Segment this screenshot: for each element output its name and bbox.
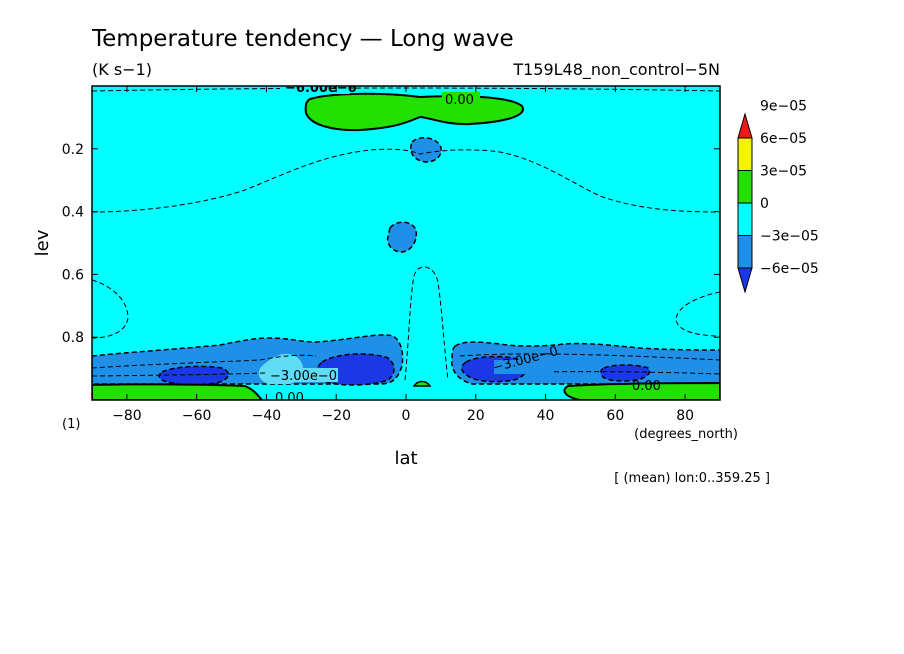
y-tick-label: 0.4: [62, 205, 84, 221]
y-axis-units: (1): [62, 417, 80, 432]
x-tick-label: 40: [537, 408, 555, 424]
colorbar-arrow-high: [737, 112, 753, 139]
contour-lines: [92, 87, 720, 381]
colorbar-arrow-low: [737, 267, 753, 294]
positive-surface-equator: [412, 380, 432, 387]
colorbar-segment: [737, 170, 753, 204]
positive-surface-north: [563, 381, 720, 400]
strong-negative-core-sw: [158, 365, 229, 386]
x-tick-label: −40: [252, 408, 282, 424]
negative-patch-upper: [410, 137, 442, 163]
y-axis-label: lev: [32, 229, 53, 256]
chart-title: Temperature tendency — Long wave: [91, 26, 514, 52]
strong-negative-core-ne: [600, 364, 651, 382]
averaging-note: [ (mean) lon:0..359.25 ]: [614, 471, 770, 486]
y-tick-label: 0.8: [62, 330, 84, 346]
colorbar-label: −3e−05: [760, 229, 819, 245]
colorbar-label: −6e−05: [760, 261, 819, 277]
colorbar-label: 3e−05: [760, 164, 807, 180]
x-tick-label: 80: [676, 408, 694, 424]
x-tick-label: −20: [321, 408, 351, 424]
x-axis-units: (degrees_north): [634, 427, 738, 442]
contour-label-upper-zero: 0.00: [445, 93, 474, 108]
x-axis-label: lat: [394, 448, 417, 469]
contour-label-north-zero: 0.00: [632, 379, 661, 394]
contour-label-south-zero: 0.00: [275, 391, 304, 406]
colorbar-label: 6e−05: [760, 131, 807, 147]
y-axis: 0.2 0.4 0.6 0.8: [62, 142, 720, 346]
colorbar-label: 9e−05: [760, 99, 807, 115]
x-tick-label: −80: [112, 408, 142, 424]
run-name-label: T159L48_non_control−5N: [512, 60, 720, 80]
y-tick-label: 0.2: [62, 142, 84, 158]
colorbar-label: 0: [760, 196, 769, 212]
contour-field: −6.00e−6 0.00 −3.00e−0 0.00 −3.00e−0 0.0…: [92, 81, 720, 406]
colorbar-segment: [737, 235, 753, 269]
x-tick-label: −60: [182, 408, 212, 424]
colorbar-segment: [737, 202, 753, 236]
negative-patch-mid: [386, 221, 418, 253]
x-tick-label: 0: [402, 408, 411, 424]
x-tick-label: 60: [606, 408, 624, 424]
x-tick-label: 20: [467, 408, 485, 424]
colorbar: −6e−05 −3e−05 0 3e−05 6e−05 9e−05: [737, 99, 819, 294]
contour-label-top: −6.00e−6: [285, 81, 357, 96]
contour-label-south-negative: −3.00e−0: [270, 369, 337, 384]
colorbar-segment: [737, 137, 753, 171]
x-axis: −80 −60 −40 −20 0 20 40 60 80: [112, 86, 694, 424]
positive-surface-south: [92, 383, 264, 400]
y-tick-label: 0.6: [62, 267, 84, 283]
units-label: (K s−1): [92, 60, 152, 79]
